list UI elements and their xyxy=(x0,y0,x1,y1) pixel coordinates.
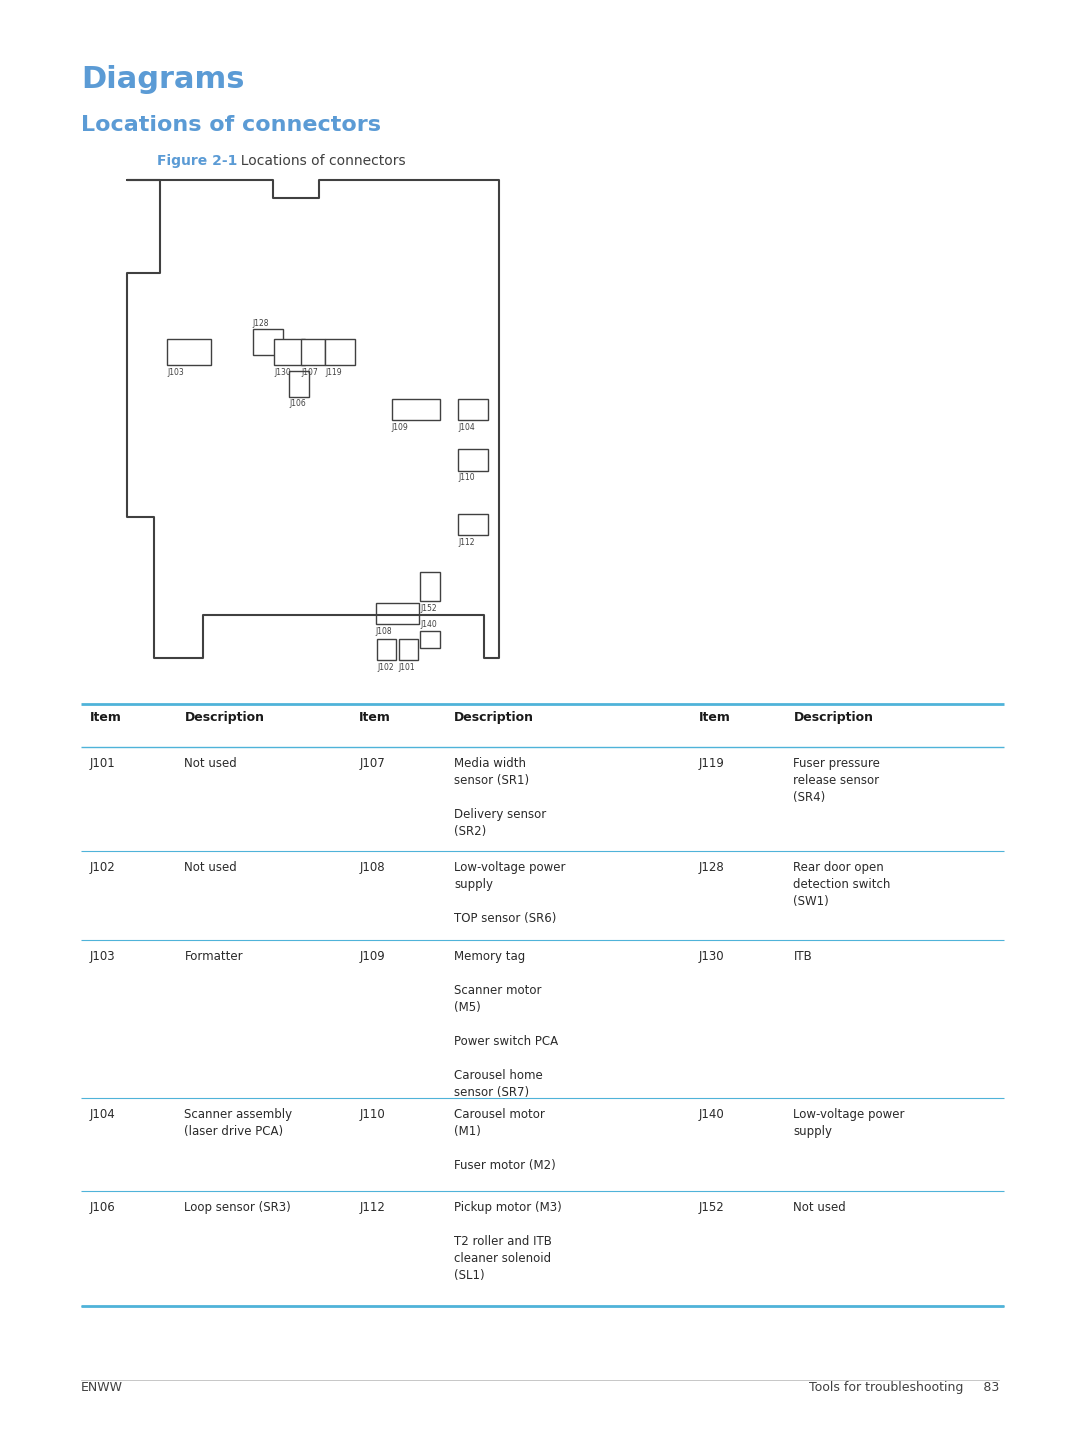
Text: J128: J128 xyxy=(253,319,269,328)
Text: Loop sensor (SR3): Loop sensor (SR3) xyxy=(185,1201,292,1214)
Text: J130: J130 xyxy=(699,950,725,963)
Text: Item: Item xyxy=(360,711,391,724)
Text: J103: J103 xyxy=(90,950,116,963)
Text: ENWW: ENWW xyxy=(81,1381,123,1394)
Bar xyxy=(420,572,440,601)
Text: J112: J112 xyxy=(360,1201,386,1214)
Text: J112: J112 xyxy=(458,537,474,547)
Text: Media width
sensor (SR1)

Delivery sensor
(SR2): Media width sensor (SR1) Delivery sensor… xyxy=(454,757,546,838)
Bar xyxy=(325,339,355,365)
Text: J103: J103 xyxy=(167,368,185,376)
Bar xyxy=(458,398,488,420)
Text: J106: J106 xyxy=(289,399,307,408)
Text: Pickup motor (M3)

T2 roller and ITB
cleaner solenoid
(SL1): Pickup motor (M3) T2 roller and ITB clea… xyxy=(454,1201,562,1282)
Text: Memory tag

Scanner motor
(M5)

Power switch PCA

Carousel home
sensor (SR7): Memory tag Scanner motor (M5) Power swit… xyxy=(454,950,558,1099)
Bar xyxy=(301,339,325,365)
Text: J102: J102 xyxy=(377,662,393,673)
Text: Low-voltage power
supply

TOP sensor (SR6): Low-voltage power supply TOP sensor (SR6… xyxy=(454,861,566,925)
Text: J109: J109 xyxy=(391,422,408,433)
Bar xyxy=(420,631,440,648)
Text: J101: J101 xyxy=(90,757,116,770)
Text: Locations of connectors: Locations of connectors xyxy=(232,154,406,168)
Text: Low-voltage power
supply: Low-voltage power supply xyxy=(794,1108,905,1138)
Text: Description: Description xyxy=(794,711,874,724)
Bar xyxy=(399,638,418,660)
Text: J140: J140 xyxy=(420,621,437,629)
Bar xyxy=(458,448,488,470)
Text: Scanner assembly
(laser drive PCA): Scanner assembly (laser drive PCA) xyxy=(185,1108,293,1138)
Bar xyxy=(377,638,396,660)
Text: J101: J101 xyxy=(399,662,415,673)
Bar xyxy=(167,339,211,365)
Text: Description: Description xyxy=(454,711,534,724)
Bar xyxy=(274,339,305,365)
Bar xyxy=(376,602,419,624)
Text: J106: J106 xyxy=(90,1201,116,1214)
Text: J108: J108 xyxy=(360,861,384,874)
Text: Rear door open
detection switch
(SW1): Rear door open detection switch (SW1) xyxy=(794,861,891,908)
Text: J152: J152 xyxy=(420,604,436,612)
Text: Diagrams: Diagrams xyxy=(81,65,244,93)
Text: J130: J130 xyxy=(274,368,292,376)
Text: Not used: Not used xyxy=(185,757,238,770)
Text: Figure 2-1: Figure 2-1 xyxy=(157,154,237,168)
Text: J107: J107 xyxy=(301,368,319,376)
Text: J104: J104 xyxy=(90,1108,116,1121)
Text: J107: J107 xyxy=(360,757,384,770)
Text: Fuser pressure
release sensor
(SR4): Fuser pressure release sensor (SR4) xyxy=(794,757,880,805)
Text: J119: J119 xyxy=(325,368,341,376)
Text: Locations of connectors: Locations of connectors xyxy=(81,115,381,135)
Text: J152: J152 xyxy=(699,1201,725,1214)
Text: J110: J110 xyxy=(458,473,474,483)
Text: J108: J108 xyxy=(376,627,392,637)
Text: Not used: Not used xyxy=(185,861,238,874)
Text: J119: J119 xyxy=(699,757,725,770)
Text: J102: J102 xyxy=(90,861,116,874)
Text: Not used: Not used xyxy=(794,1201,846,1214)
Text: J110: J110 xyxy=(360,1108,384,1121)
Text: ITB: ITB xyxy=(794,950,812,963)
Text: J128: J128 xyxy=(699,861,725,874)
Bar xyxy=(253,329,283,355)
Text: Formatter: Formatter xyxy=(185,950,243,963)
Text: Description: Description xyxy=(185,711,265,724)
Text: Item: Item xyxy=(90,711,122,724)
Text: J140: J140 xyxy=(699,1108,725,1121)
Text: Tools for troubleshooting     83: Tools for troubleshooting 83 xyxy=(809,1381,999,1394)
Bar xyxy=(391,398,441,420)
Text: Item: Item xyxy=(699,711,730,724)
Text: J104: J104 xyxy=(458,422,475,433)
Bar xyxy=(458,513,488,535)
Text: Carousel motor
(M1)

Fuser motor (M2): Carousel motor (M1) Fuser motor (M2) xyxy=(454,1108,556,1173)
Bar xyxy=(289,371,309,397)
Text: J109: J109 xyxy=(360,950,384,963)
